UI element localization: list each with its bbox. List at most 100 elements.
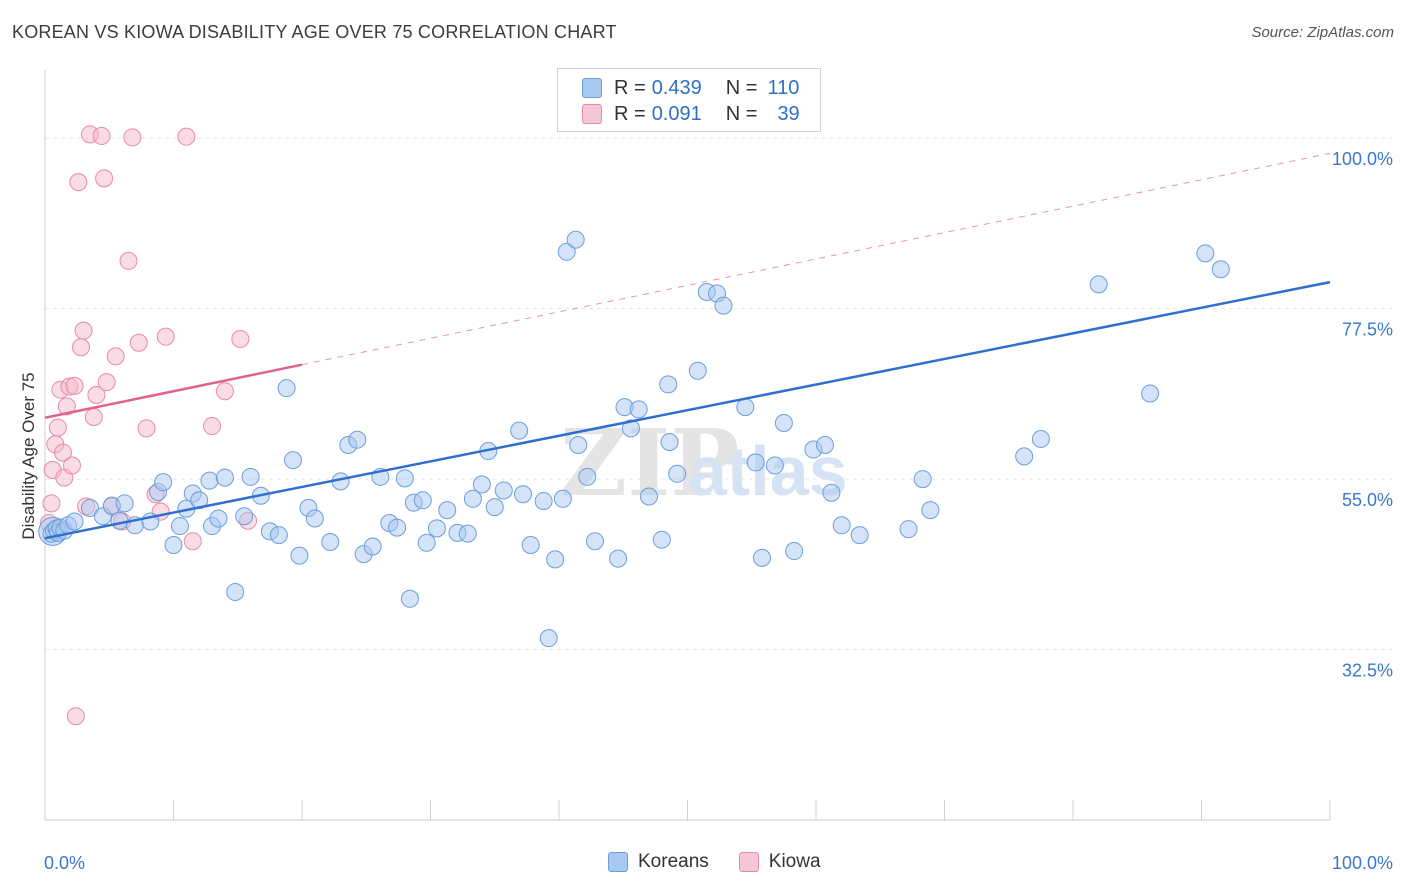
legend-row-korean: R = 0.439 N = 110 <box>582 76 799 100</box>
kiowa-n-label: N = <box>725 102 758 125</box>
kiowa-point <box>66 707 85 726</box>
korean-point <box>1015 447 1034 466</box>
legend-item-kiowa[interactable]: Kiowa <box>738 851 821 873</box>
kiowa-point <box>106 347 125 366</box>
legend-row-kiowa: R = 0.091 N = 39 <box>582 102 800 126</box>
kiowa-point <box>97 373 116 392</box>
korean-point <box>290 546 309 565</box>
korean-point <box>660 432 679 451</box>
korean-point <box>215 468 234 487</box>
korean-swatch <box>582 78 602 98</box>
korean-point <box>65 512 84 531</box>
korean-point <box>1196 244 1215 263</box>
kiowa-point <box>95 169 114 188</box>
korean-point <box>774 414 793 433</box>
korean-point <box>321 532 340 551</box>
korean-point <box>494 481 513 500</box>
kiowa-legend-swatch <box>738 852 759 872</box>
korean-point <box>209 509 228 528</box>
korean-point <box>438 501 457 520</box>
korean-point <box>417 533 436 552</box>
korean-point <box>510 421 529 440</box>
korean-point <box>765 456 784 475</box>
korean-point <box>629 400 648 419</box>
korean-point <box>348 430 367 449</box>
korean-point <box>164 536 183 554</box>
korean-point <box>521 536 540 554</box>
korean-point <box>688 361 707 380</box>
y-axis-label: Disability Age Over 75 <box>19 372 38 539</box>
korean-point <box>154 473 173 492</box>
x-tick-label: 0.0% <box>44 853 85 873</box>
korean-point <box>241 467 260 486</box>
korean-point <box>463 489 482 508</box>
korean-point <box>115 494 134 513</box>
korean-trendline <box>44 280 1331 540</box>
korean-point <box>539 629 558 648</box>
kiowa-legend-label: Kiowa <box>768 851 821 872</box>
korean-point <box>899 520 918 539</box>
kiowa-point <box>231 329 250 348</box>
korean-point <box>458 524 477 543</box>
koreans-legend-swatch <box>608 852 628 872</box>
x-tick-label: 100.0% <box>1332 853 1393 873</box>
kiowa-point <box>92 126 111 145</box>
y-tick-label: 55.0% <box>1342 490 1393 510</box>
korean-point <box>200 471 219 490</box>
kiowa-point <box>215 382 234 401</box>
trendlines <box>44 152 1331 540</box>
kiowa-point <box>129 333 148 352</box>
korean-point <box>1031 429 1050 448</box>
korean-point <box>395 469 414 488</box>
kiowa-point <box>119 251 138 270</box>
y-tick-label: 77.5% <box>1342 320 1393 340</box>
korean-point <box>822 483 841 502</box>
kiowa-r-label: R = <box>614 102 646 125</box>
korean-point <box>557 242 576 261</box>
kiowa-point <box>42 494 61 513</box>
chart-title: KOREAN VS KIOWA DISABILITY AGE OVER 75 C… <box>12 22 617 42</box>
korean-point <box>850 526 869 545</box>
korean-point <box>585 532 604 551</box>
korean-point <box>578 467 597 486</box>
korean-point <box>235 507 254 526</box>
korean-point <box>913 470 932 489</box>
kiowa-swatch <box>582 104 602 124</box>
korean-point <box>170 517 189 536</box>
korean-point <box>659 375 678 394</box>
kiowa-point <box>84 407 103 426</box>
korean-point <box>363 537 382 556</box>
korean-point <box>815 436 834 454</box>
korean-point <box>427 519 446 538</box>
korean-point <box>269 526 288 545</box>
kiowa-trendline <box>44 363 303 419</box>
korean-point <box>639 487 658 506</box>
korean-point <box>305 509 324 528</box>
korean-point <box>553 489 572 508</box>
korean-point <box>746 453 765 472</box>
korean-r-label: R = <box>614 76 646 99</box>
kiowa-trendline-extension <box>301 152 1331 366</box>
korean-point <box>413 491 432 510</box>
korean-point <box>668 464 687 483</box>
korean-point <box>400 589 419 608</box>
axes: 100.0% 77.5% 55.0% 32.5% 0.0% 100.0% <box>44 70 1393 873</box>
korean-point <box>226 582 245 601</box>
kiowa-point <box>57 397 76 416</box>
korean-r-value: 0.439 <box>651 76 702 99</box>
korean-point <box>609 549 628 568</box>
korean-point <box>1089 275 1108 294</box>
legend-item-koreans[interactable]: Koreans <box>608 851 709 873</box>
kiowa-point <box>71 338 90 357</box>
korean-point <box>569 436 588 454</box>
korean-point <box>534 492 553 511</box>
kiowa-n-value: 39 <box>777 102 800 125</box>
kiowa-point <box>203 417 222 436</box>
korean-points <box>38 230 1230 648</box>
koreans-legend-label: Koreans <box>638 851 709 872</box>
korean-point <box>652 530 671 549</box>
kiowa-point <box>74 321 93 340</box>
kiowa-point <box>87 386 106 404</box>
korean-point <box>80 498 99 517</box>
korean-point <box>472 475 491 494</box>
